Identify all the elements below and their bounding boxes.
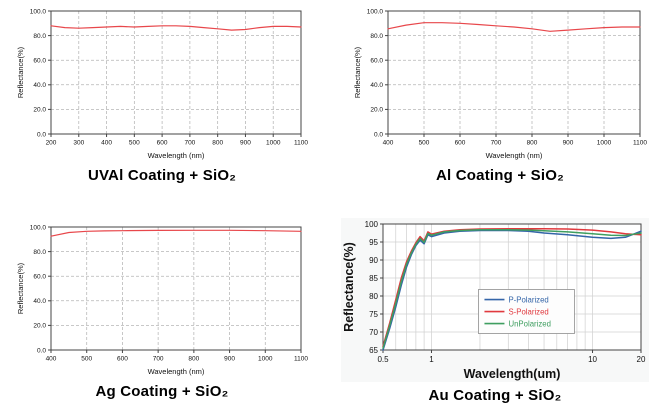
svg-text:1: 1 bbox=[429, 355, 434, 364]
svg-text:40.0: 40.0 bbox=[33, 82, 46, 89]
svg-text:80.0: 80.0 bbox=[33, 33, 46, 40]
svg-text:400: 400 bbox=[383, 140, 394, 147]
panel-au-coating: 0.5 1 10 20 65 70 75 80 85 90 95 100 Wavelength(um) R… bbox=[340, 218, 650, 404]
x-axis-label: Wavelength (nm) bbox=[148, 367, 205, 376]
series-line-S-Polarized bbox=[382, 227, 642, 348]
plot-area bbox=[51, 11, 301, 134]
svg-text:40.0: 40.0 bbox=[33, 298, 46, 305]
plot-border bbox=[50, 10, 302, 135]
ag-reflectance-chart: 400 500 600 700 800 900 1000 1100 0.0 20.0 40.0 60.… bbox=[14, 220, 310, 378]
plot-border bbox=[387, 10, 641, 135]
svg-text:100.0: 100.0 bbox=[30, 224, 47, 231]
plot-area bbox=[51, 227, 301, 350]
svg-text:900: 900 bbox=[563, 140, 574, 147]
svg-text:0.0: 0.0 bbox=[37, 131, 46, 138]
chart-title-ag: Ag Coating + SiO₂ bbox=[95, 383, 229, 400]
y-axis-label: Reflectance(%) bbox=[353, 46, 362, 98]
au-reflectance-chart: 0.5 1 10 20 65 70 75 80 85 90 95 100 Wavelength(um) R… bbox=[341, 218, 649, 382]
svg-text:20: 20 bbox=[637, 355, 646, 364]
svg-text:1000: 1000 bbox=[258, 356, 273, 363]
panel-al-coating: 400 500 600 700 800 900 1000 1100 0.0 20.0 40.0 60.… bbox=[350, 4, 650, 184]
svg-text:65: 65 bbox=[369, 346, 378, 355]
svg-text:300: 300 bbox=[73, 140, 84, 147]
svg-text:20.0: 20.0 bbox=[33, 323, 46, 330]
svg-text:700: 700 bbox=[153, 356, 164, 363]
svg-text:900: 900 bbox=[240, 140, 251, 147]
legend-label-P-Polarized: P-Polarized bbox=[508, 295, 548, 304]
svg-text:85: 85 bbox=[369, 274, 378, 283]
svg-text:10: 10 bbox=[588, 355, 597, 364]
series-line-P-Polarized bbox=[382, 229, 642, 351]
svg-text:60.0: 60.0 bbox=[370, 57, 383, 64]
plot-border bbox=[50, 226, 302, 351]
svg-text:20.0: 20.0 bbox=[370, 107, 383, 114]
svg-text:800: 800 bbox=[212, 140, 223, 147]
svg-text:400: 400 bbox=[46, 356, 57, 363]
y-axis-label: Reflectance(%) bbox=[342, 242, 356, 332]
series-line-Al + SiO2 reflectance bbox=[387, 22, 641, 32]
svg-text:900: 900 bbox=[224, 356, 235, 363]
svg-text:0.5: 0.5 bbox=[377, 355, 389, 364]
svg-text:0.0: 0.0 bbox=[374, 131, 383, 138]
plot-border bbox=[382, 223, 642, 351]
svg-text:75: 75 bbox=[369, 310, 378, 319]
series-line-UnPolarized bbox=[382, 229, 642, 349]
svg-text:95: 95 bbox=[369, 238, 378, 247]
y-axis-label: Reflectance(%) bbox=[16, 262, 25, 314]
uval-reflectance-chart: 200 300 400 500 600 700 800 900 1000 1100 0.0 20.0 4… bbox=[14, 4, 310, 162]
svg-text:600: 600 bbox=[455, 140, 466, 147]
svg-text:500: 500 bbox=[129, 140, 140, 147]
svg-text:600: 600 bbox=[117, 356, 128, 363]
svg-text:500: 500 bbox=[419, 140, 430, 147]
svg-text:80: 80 bbox=[369, 292, 378, 301]
svg-text:1100: 1100 bbox=[633, 140, 647, 147]
svg-text:70: 70 bbox=[369, 328, 378, 337]
svg-text:500: 500 bbox=[81, 356, 92, 363]
svg-text:40.0: 40.0 bbox=[370, 82, 383, 89]
panel-ag-coating: 400 500 600 700 800 900 1000 1100 0.0 20.0 40.0 60.… bbox=[12, 220, 312, 400]
svg-text:60.0: 60.0 bbox=[33, 273, 46, 280]
svg-text:600: 600 bbox=[157, 140, 168, 147]
x-axis-label: Wavelength(um) bbox=[464, 367, 561, 381]
svg-text:80.0: 80.0 bbox=[33, 249, 46, 256]
panel-uval-coating: 200 300 400 500 600 700 800 900 1000 1100 0.0 20.0 4… bbox=[12, 4, 312, 184]
svg-text:1000: 1000 bbox=[597, 140, 612, 147]
chart-title-au: Au Coating + SiO₂ bbox=[428, 387, 562, 404]
svg-text:1100: 1100 bbox=[294, 140, 308, 147]
legend-label-S-Polarized: S-Polarized bbox=[508, 307, 548, 316]
svg-text:400: 400 bbox=[101, 140, 112, 147]
svg-text:700: 700 bbox=[491, 140, 502, 147]
svg-text:80.0: 80.0 bbox=[370, 33, 383, 40]
svg-text:100.0: 100.0 bbox=[367, 8, 384, 15]
plot-area bbox=[388, 11, 640, 134]
svg-text:1100: 1100 bbox=[294, 356, 308, 363]
svg-text:1000: 1000 bbox=[266, 140, 281, 147]
series-line-Ag + SiO2 reflectance bbox=[50, 229, 302, 237]
svg-text:100: 100 bbox=[365, 220, 379, 229]
svg-text:800: 800 bbox=[188, 356, 199, 363]
svg-text:0.0: 0.0 bbox=[37, 347, 46, 354]
y-axis-label: Reflectance(%) bbox=[16, 46, 25, 98]
svg-text:20.0: 20.0 bbox=[33, 107, 46, 114]
svg-text:90: 90 bbox=[369, 256, 378, 265]
al-reflectance-chart: 400 500 600 700 800 900 1000 1100 0.0 20.0 40.0 60.… bbox=[351, 4, 649, 162]
chart-title-uval: UVAl Coating + SiO₂ bbox=[87, 167, 237, 184]
x-axis-label: Wavelength (nm) bbox=[148, 151, 205, 160]
series-line-UVAl + SiO2 reflectance bbox=[50, 25, 302, 31]
legend-label-UnPolarized: UnPolarized bbox=[508, 319, 550, 328]
svg-text:60.0: 60.0 bbox=[33, 57, 46, 64]
svg-text:800: 800 bbox=[527, 140, 538, 147]
svg-text:100.0: 100.0 bbox=[30, 8, 47, 15]
svg-text:200: 200 bbox=[46, 140, 57, 147]
chart-title-al: Al Coating + SiO₂ bbox=[436, 167, 564, 184]
x-axis-label: Wavelength (nm) bbox=[486, 151, 543, 160]
svg-text:700: 700 bbox=[184, 140, 195, 147]
